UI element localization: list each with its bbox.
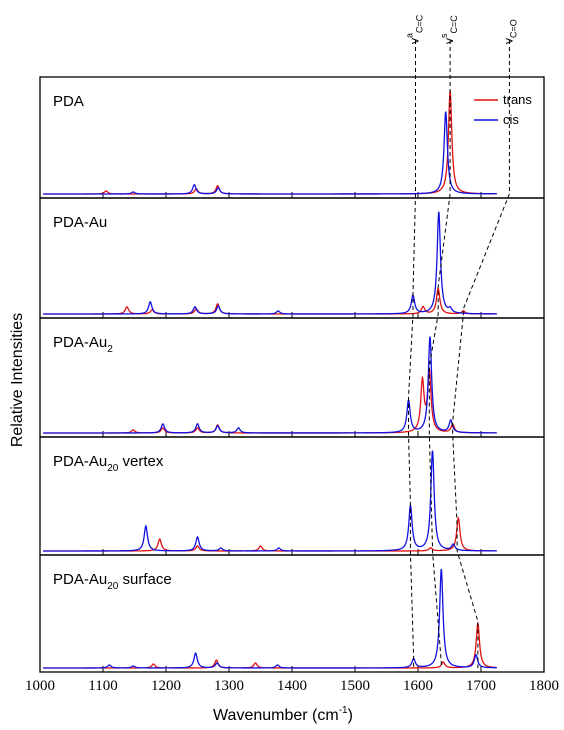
series-line-cis xyxy=(43,111,497,195)
panel-frame xyxy=(39,76,545,199)
spectrum-panel: PDA-Au20 surface xyxy=(39,554,545,673)
x-tick-label: 1800 xyxy=(529,678,559,694)
x-axis-title-main: Wavenumber (cm xyxy=(213,707,339,724)
vibration-mode-label: vaC=C xyxy=(404,14,424,44)
legend-label-cis: cis xyxy=(503,112,519,127)
x-tick-label: 1100 xyxy=(88,678,117,694)
x-tick-label: 1700 xyxy=(466,678,496,694)
mode-superscript: s xyxy=(439,33,449,38)
vibration-mode-label: vC=O xyxy=(501,19,518,44)
x-tick-label: 1200 xyxy=(151,678,181,694)
mode-symbol: v xyxy=(407,38,421,44)
panel-label-subscript: 20 xyxy=(107,581,119,592)
x-tick-label: 1000 xyxy=(25,678,55,694)
panel-label: PDA-Au20 surface xyxy=(53,571,172,592)
panel-label: PDA xyxy=(53,93,84,110)
x-axis-ticks: 1000 1100 1200 1300 1400 1500 1600 1700 1800 xyxy=(25,678,559,694)
series-line-cis xyxy=(43,211,497,315)
x-axis-title-end: ) xyxy=(348,707,353,724)
panel-label-main: PDA xyxy=(53,93,84,110)
panel-label-tail: surface xyxy=(118,571,171,588)
panel-label: PDA-Au20 vertex xyxy=(53,453,164,474)
series-line-cis xyxy=(43,568,497,669)
legend-label-trans: trans xyxy=(503,92,532,107)
spectrum-panel: PDA-Au2 xyxy=(39,317,545,438)
panel-frame xyxy=(39,317,545,438)
series-line-trans xyxy=(43,90,497,195)
chart-legend: trans cis xyxy=(474,92,532,127)
peak-guide-line xyxy=(408,40,416,668)
panel-label-main: PDA-Au xyxy=(53,453,107,470)
mode-symbol: v xyxy=(442,38,456,44)
mode-symbol: v xyxy=(501,38,515,44)
x-axis-title: Wavenumber (cm-1) xyxy=(213,705,353,724)
vibration-mode-label: vsC=C xyxy=(439,15,459,44)
mode-subscript: C=C xyxy=(414,14,424,33)
panel-label-main: PDA-Au xyxy=(53,571,107,588)
series-line-trans xyxy=(43,621,497,669)
panel-label-subscript: 20 xyxy=(107,463,119,474)
panel-frame xyxy=(39,197,545,319)
panel-frame xyxy=(39,436,545,556)
spectrum-panel: PDA xyxy=(39,76,545,199)
panel-frame xyxy=(39,554,545,673)
panel-label-main: PDA-Au xyxy=(53,334,107,351)
y-axis-title: Relative Intensities xyxy=(9,313,26,447)
peak-guide-line xyxy=(452,40,510,668)
mode-subscript: C=O xyxy=(508,19,518,38)
x-tick-label: 1300 xyxy=(214,678,244,694)
x-tick-label: 1500 xyxy=(340,678,370,694)
panel-label: PDA-Au2 xyxy=(53,334,113,355)
peak-guide-line xyxy=(428,40,451,668)
x-axis-title-exponent: -1 xyxy=(339,705,348,716)
panel-label-subscript: 2 xyxy=(107,344,113,355)
spectrum-panel: PDA-Au xyxy=(39,197,545,319)
panel-label: PDA-Au xyxy=(53,214,107,231)
x-tick-label: 1400 xyxy=(277,678,307,694)
mode-subscript: C=C xyxy=(449,15,459,34)
spectrum-panel: PDA-Au20 vertex xyxy=(39,436,545,556)
panel-label-tail: vertex xyxy=(118,453,164,470)
x-tick-label: 1600 xyxy=(403,678,433,694)
series-line-cis xyxy=(43,450,497,552)
peak-guide-lines xyxy=(408,40,510,668)
panel-label-main: PDA-Au xyxy=(53,214,107,231)
series-line-cis xyxy=(43,336,497,434)
mode-superscript: a xyxy=(404,33,414,38)
